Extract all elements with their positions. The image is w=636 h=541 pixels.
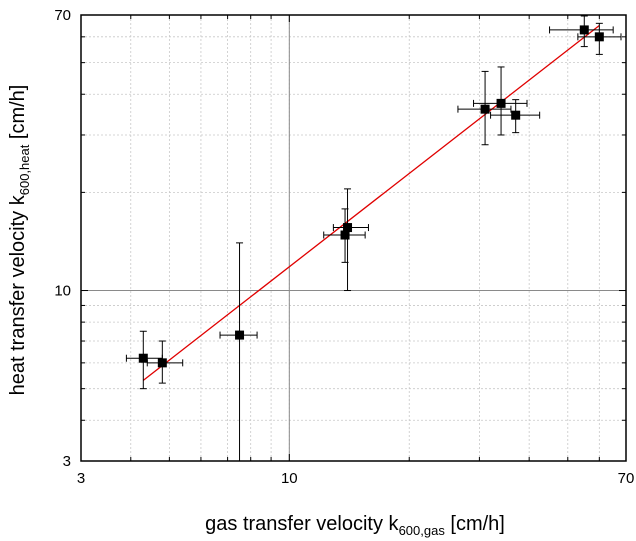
data-point-marker xyxy=(340,230,350,240)
data-point-marker xyxy=(594,32,604,42)
x-tick-label: 10 xyxy=(281,470,298,487)
tick-labels: 3 10 70 3 10 70 xyxy=(54,7,634,487)
data-point-group xyxy=(577,22,622,55)
fit-line-group xyxy=(142,24,600,381)
fit-line xyxy=(142,24,600,381)
data-point-marker xyxy=(343,223,353,233)
x-tick-label: 3 xyxy=(77,470,85,487)
data-point-marker xyxy=(496,98,506,108)
reference-lines xyxy=(81,15,626,461)
y-axis-title: heat transfer velocity k600,heat [cm/h] xyxy=(7,85,32,396)
x-tick-label: 70 xyxy=(618,470,635,487)
data-point-marker xyxy=(235,330,245,340)
data-point-group xyxy=(549,15,614,48)
data-point-group xyxy=(473,66,528,136)
y-tick-label: 70 xyxy=(54,7,71,24)
y-tick-label: 3 xyxy=(63,453,71,470)
grid xyxy=(81,15,626,461)
x-axis-title: gas transfer velocity k600,gas [cm/h] xyxy=(205,513,505,538)
data-point-marker xyxy=(480,104,490,114)
data-point-group xyxy=(457,70,512,146)
data-point-marker xyxy=(157,358,167,368)
data-point-group xyxy=(323,208,366,263)
data-point-group xyxy=(490,99,541,134)
plot-frame xyxy=(80,14,627,462)
data-points xyxy=(125,15,622,462)
data-point-marker xyxy=(511,110,521,120)
y-tick-label: 10 xyxy=(54,283,71,300)
data-point-group xyxy=(332,188,369,292)
axis-ticks xyxy=(80,14,627,462)
data-point-group xyxy=(146,340,184,384)
data-point-marker xyxy=(138,353,148,363)
data-point-group xyxy=(219,242,258,462)
data-point-marker xyxy=(579,25,589,35)
